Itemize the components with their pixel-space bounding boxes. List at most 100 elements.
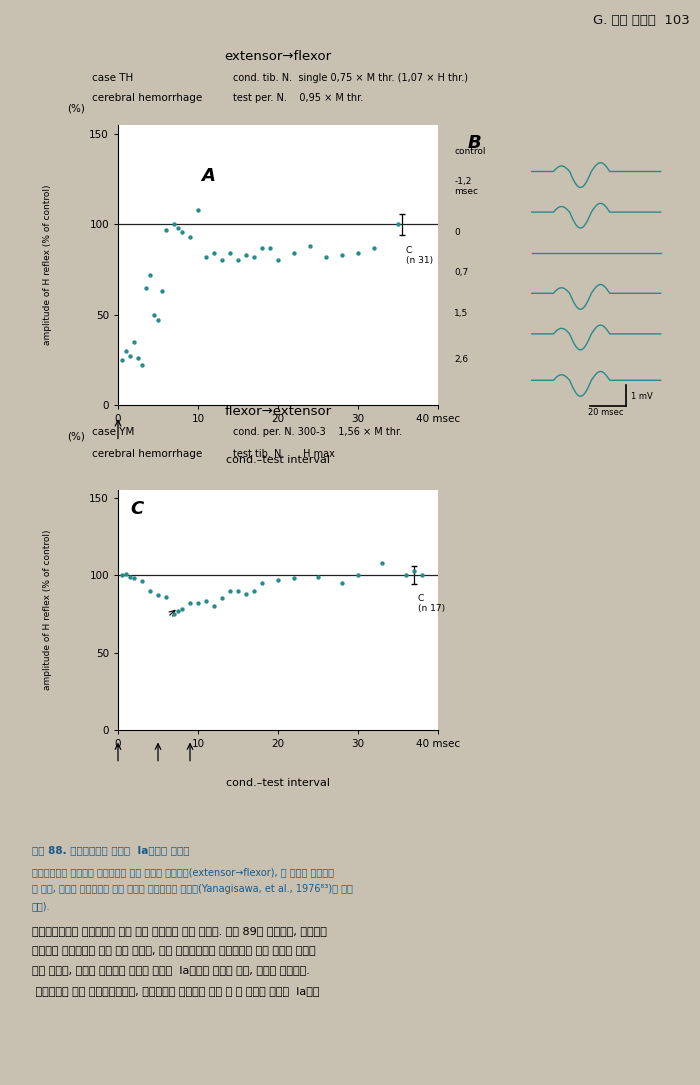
Point [184, 595, 195, 612]
Point [209, 244, 220, 261]
Text: C: C [131, 500, 144, 518]
Point [216, 590, 228, 608]
Text: cond. tib. N.  single 0,75 × M thr. (1,07 × H thr.): cond. tib. N. single 0,75 × M thr. (1,07… [233, 73, 468, 82]
Text: case YM: case YM [92, 427, 135, 437]
Text: cond. per. N. 300-3    1,56 × M thr.: cond. per. N. 300-3 1,56 × M thr. [233, 427, 402, 437]
Text: B: B [467, 133, 481, 152]
Point [172, 219, 183, 237]
Point [256, 574, 267, 591]
Text: amplitude of H reflex (% of control): amplitude of H reflex (% of control) [43, 184, 52, 345]
Point [232, 582, 244, 599]
Point [200, 248, 211, 266]
Point [240, 246, 251, 264]
Point [136, 357, 148, 374]
Point [312, 569, 323, 586]
Point [256, 239, 267, 256]
Point [393, 216, 404, 233]
Text: 운동장애에서도 자연스러런 경과 중에 나타나는 것은 아니다. 그림 89의 예에서는, 인공적인: 운동장애에서도 자연스러런 경과 중에 나타나는 것은 아니다. 그림 89의 … [32, 927, 327, 936]
Text: 으로 있으며, 펴지근 신경에서 굴힙근 세포의  Ia억제가 얻어진 결과, 뚤렯이 존재한다.: 으로 있으며, 펴지근 신경에서 굴힙근 세포의 Ia억제가 얻어진 결과, 뚤… [32, 966, 310, 975]
Point [225, 582, 236, 599]
Point [193, 201, 204, 218]
Point [304, 238, 316, 255]
Point [184, 228, 195, 245]
Point [321, 248, 332, 266]
Point [120, 342, 132, 359]
Text: C
(n 31): C (n 31) [406, 246, 433, 266]
Point [225, 244, 236, 261]
Point [265, 239, 276, 256]
Point [128, 333, 139, 350]
Point [120, 565, 132, 583]
Point [176, 222, 188, 240]
Text: 를 올려, 고빈도 연발자극을 해도 억제가 두드러지지 않는다(Yanagisawa, et al., 1976⁸³)에 의해: 를 올려, 고빈도 연발자극을 해도 억제가 두드러지지 않는다(Yanagis… [32, 884, 353, 894]
Point [141, 279, 152, 296]
Text: 펴지근의 신경장애에 의해 생긴 것으로, 경성 편마비에서는 굴힙근에서 경축 기전이 잠재적: 펴지근의 신경장애에 의해 생긴 것으로, 경성 편마비에서는 굴힙근에서 경축… [32, 946, 316, 956]
Point [216, 252, 228, 269]
Text: 1,5: 1,5 [454, 309, 468, 318]
Point [144, 266, 155, 283]
Point [248, 248, 260, 266]
Point [153, 587, 164, 604]
Text: test per. N.    0,95 × M thr.: test per. N. 0,95 × M thr. [233, 92, 363, 103]
Point [352, 244, 363, 261]
Point [176, 600, 188, 617]
Point [144, 582, 155, 599]
Point [116, 566, 127, 584]
Point [272, 252, 284, 269]
Point [169, 605, 180, 623]
Point [132, 349, 144, 367]
Point [368, 239, 379, 256]
Point [416, 566, 428, 584]
Text: 인용).: 인용). [32, 902, 50, 911]
Text: C
(n 17): C (n 17) [418, 593, 445, 613]
Point [288, 570, 300, 587]
Point [408, 562, 419, 579]
Text: (%): (%) [66, 432, 85, 442]
Point [193, 595, 204, 612]
Point [288, 244, 300, 261]
Point [169, 216, 180, 233]
Text: test tib. N.      H max: test tib. N. H max [233, 449, 335, 459]
Point [400, 566, 412, 584]
Point [352, 566, 363, 584]
Text: -1,2
msec: -1,2 msec [454, 177, 478, 196]
Point [272, 571, 284, 588]
Point [172, 602, 183, 620]
Point [377, 554, 388, 572]
Text: 첨수장애에 의한 경성마비에서는, 펴지근에서 굴힙근에 대한 것 및 반대로 이러한  Ia억제: 첨수장애에 의한 경성마비에서는, 펴지근에서 굴힙근에 대한 것 및 반대로 … [32, 986, 319, 996]
Point [160, 221, 172, 239]
Point [148, 306, 160, 323]
Point [160, 588, 172, 605]
Text: 1 mV: 1 mV [631, 392, 652, 400]
Point [248, 582, 260, 599]
Text: 0: 0 [454, 228, 460, 237]
Text: 20 msec: 20 msec [587, 408, 623, 417]
Point [337, 246, 348, 264]
Text: (%): (%) [66, 104, 85, 114]
Text: 정강신경에서 앞정강근 운동세포에 대한 억제는 강력하며(extensor→flexor), 그 반대는 자극강도: 정강신경에서 앞정강근 운동세포에 대한 억제는 강력하며(extensor→f… [32, 867, 334, 877]
Point [209, 598, 220, 615]
Point [240, 585, 251, 602]
Text: flexor→extensor: flexor→extensor [225, 405, 332, 418]
Text: cerebral hemorrhage: cerebral hemorrhage [92, 449, 203, 459]
Text: cond.–test interval: cond.–test interval [226, 456, 330, 465]
Point [153, 311, 164, 329]
Point [232, 252, 244, 269]
Point [337, 574, 348, 591]
Text: amplitude of H reflex (% of control): amplitude of H reflex (% of control) [43, 529, 52, 690]
Text: G. 유발 근전도  103: G. 유발 근전도 103 [593, 14, 690, 27]
Point [125, 569, 136, 586]
Point [200, 592, 211, 610]
Text: 그림 88. 경성마비에서 상반성  Ia억제의 불균형: 그림 88. 경성마비에서 상반성 Ia억제의 불균형 [32, 845, 190, 855]
Text: control: control [454, 146, 486, 155]
Point [156, 282, 167, 299]
Point [116, 352, 127, 369]
Text: cerebral hemorrhage: cerebral hemorrhage [92, 92, 203, 103]
Text: 0,7: 0,7 [454, 268, 468, 278]
Point [128, 570, 139, 587]
Point [125, 347, 136, 365]
Text: case TH: case TH [92, 73, 134, 82]
Point [136, 573, 148, 590]
Text: A: A [201, 167, 215, 186]
Text: cond.–test interval: cond.–test interval [226, 778, 330, 788]
